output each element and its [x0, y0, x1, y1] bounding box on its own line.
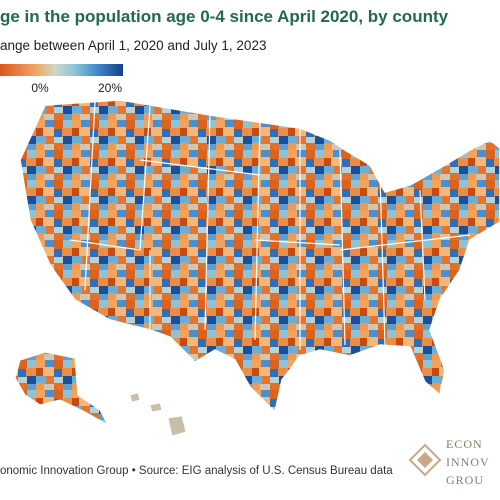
logo-line: GROU	[446, 473, 484, 487]
legend-label: 20%	[98, 81, 122, 95]
logo-line: INNOV	[446, 455, 490, 469]
footer-source: onomic Innovation Group • Source: EIG an…	[0, 465, 393, 477]
subtitle: ange between April 1, 2020 and July 1, 2…	[0, 38, 266, 53]
legend-label: 0%	[31, 81, 49, 95]
title: ge in the population age 0-4 since April…	[0, 7, 449, 26]
alaska	[14, 351, 110, 427]
contiguous-us	[19, 99, 500, 414]
state-borders	[69, 101, 471, 350]
hawaii	[129, 392, 187, 437]
logo-line: ECON	[446, 437, 483, 451]
logo: ECON INNOV GROU	[408, 437, 490, 487]
color-scale	[0, 64, 123, 76]
